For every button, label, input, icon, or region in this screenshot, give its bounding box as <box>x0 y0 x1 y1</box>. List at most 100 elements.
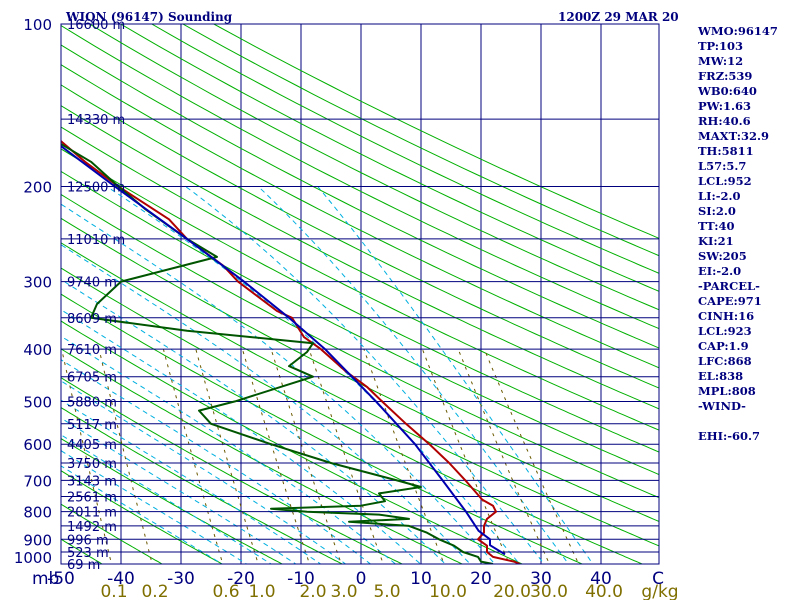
background-grid <box>61 24 659 564</box>
stat-line: SI:2.0 <box>698 204 736 218</box>
temperature-label: -50 <box>47 569 75 589</box>
mixing-ratio-line <box>162 348 224 564</box>
dry-adiabat <box>61 64 659 369</box>
height-label: 2011 m <box>67 506 117 521</box>
mixing-ratio-line <box>270 348 342 564</box>
temperature-label: 20 <box>470 569 492 589</box>
dry-adiabat <box>61 503 164 564</box>
temperature-label: -10 <box>287 569 315 589</box>
dry-adiabat <box>61 105 659 410</box>
mixing-ratio-line <box>98 348 153 564</box>
temperature-trace <box>61 139 521 564</box>
stat-line: EHI:-60.7 <box>698 429 761 443</box>
dry-adiabat <box>181 24 659 257</box>
dry-adiabat <box>61 217 659 522</box>
height-label: 12500 m <box>67 181 125 196</box>
stat-line: CAPE:971 <box>698 294 762 308</box>
mixing-ratio-label: 3.0 <box>330 582 357 600</box>
height-label: 4405 m <box>67 438 117 453</box>
height-label: 7610 m <box>67 343 117 358</box>
stat-line: FRZ:539 <box>698 69 753 83</box>
pressure-label: 500 <box>23 393 52 411</box>
dry-adiabat <box>61 170 659 476</box>
stat-line: MPL:808 <box>698 384 756 398</box>
stat-line: SW:205 <box>698 249 747 263</box>
pressure-label: 1000 <box>14 549 52 567</box>
stat-line <box>698 414 778 429</box>
height-label: 3750 m <box>67 457 117 472</box>
stat-line: KI:21 <box>698 234 734 248</box>
pressure-label: 100 <box>23 16 52 34</box>
mixing-ratio-label: 0.1 <box>100 582 127 600</box>
dry-adiabat <box>61 377 404 564</box>
stat-line: EL:838 <box>698 369 744 383</box>
moist-adiabat <box>317 186 594 564</box>
moist-adiabat <box>61 244 471 564</box>
dry-adiabat <box>61 193 659 499</box>
height-label: 16600 m <box>67 18 125 33</box>
moist-adiabat <box>185 186 545 564</box>
temperature-label: 0 <box>356 569 367 589</box>
stat-line: CINH:16 <box>698 309 755 323</box>
temperature-label: -40 <box>107 569 135 589</box>
height-label: 5880 m <box>67 395 117 410</box>
mixing-ratio-line <box>61 348 113 564</box>
mixing-ratio-label: 20.0 <box>493 582 531 600</box>
height-label: 9740 m <box>67 276 117 291</box>
moist-adiabat <box>61 359 372 564</box>
pressure-label: 300 <box>23 274 52 292</box>
stat-line: -PARCEL- <box>698 279 760 293</box>
mixing-ratio-line <box>241 348 311 564</box>
moist-adiabat <box>61 399 322 564</box>
moist-adiabat <box>61 309 422 564</box>
pressure-label: 800 <box>23 504 52 522</box>
temperature-label: 40 <box>590 569 612 589</box>
mixing-ratio-label: 10.0 <box>429 582 467 600</box>
mixing-ratio-label: 30.0 <box>530 582 568 600</box>
stat-line: MAXT:32.9 <box>698 129 769 143</box>
stat-line: RH:40.6 <box>698 114 751 128</box>
temperature-label: C <box>652 569 664 589</box>
dry-adiabat <box>61 44 659 349</box>
dry-adiabat <box>150 24 659 274</box>
stat-line: WB0:640 <box>698 84 757 98</box>
mixing-ratio-line <box>308 348 384 564</box>
mixing-ratio-line <box>457 348 550 564</box>
pressure-label: 600 <box>23 436 52 454</box>
sounding-traces <box>61 139 521 564</box>
indices-panel: WMO:96147 TP:103 MW:12 FRZ:539 WB0:640 PW:1.6… <box>698 24 778 444</box>
stat-line: L57:5.7 <box>698 159 747 173</box>
moist-adiabat <box>61 450 248 564</box>
dry-adiabat <box>88 24 659 311</box>
height-label: 69 m <box>67 558 100 573</box>
moist-adiabat <box>61 434 273 564</box>
stat-line: -WIND- <box>698 399 746 413</box>
dry-adiabat <box>61 84 659 389</box>
dry-adiabat <box>61 407 344 564</box>
mixing-ratio-line <box>421 348 510 564</box>
dry-adiabat <box>61 438 284 564</box>
dry-adiabat <box>61 470 224 564</box>
dry-adiabat <box>61 293 584 564</box>
moist-adiabat <box>61 203 496 564</box>
pressure-label: 200 <box>23 179 52 197</box>
stat-line: PW:1.63 <box>698 99 752 113</box>
dry-adiabat <box>61 148 659 453</box>
moist-adiabat <box>61 335 397 564</box>
stat-line: TT:40 <box>698 219 735 233</box>
temperature-label: 10 <box>410 569 432 589</box>
height-label: 6705 m <box>67 371 117 386</box>
mixing-ratio-label: 2.0 <box>299 582 326 600</box>
mixing-ratio-label: 5.0 <box>373 582 400 600</box>
temperature-label: 30 <box>530 569 552 589</box>
temperature-label: -20 <box>227 569 255 589</box>
stat-line: LFC:868 <box>698 354 752 368</box>
stat-line: TP:103 <box>698 39 744 53</box>
height-label: 3143 m <box>67 474 117 489</box>
mixing-ratio-label: 0.2 <box>141 582 168 600</box>
height-label: 523 m <box>67 546 109 561</box>
temperature-label: -30 <box>167 569 195 589</box>
mixing-ratio-unit: g/kg <box>641 582 678 600</box>
parcel-trace <box>61 144 506 556</box>
moist-adiabat <box>61 465 224 564</box>
